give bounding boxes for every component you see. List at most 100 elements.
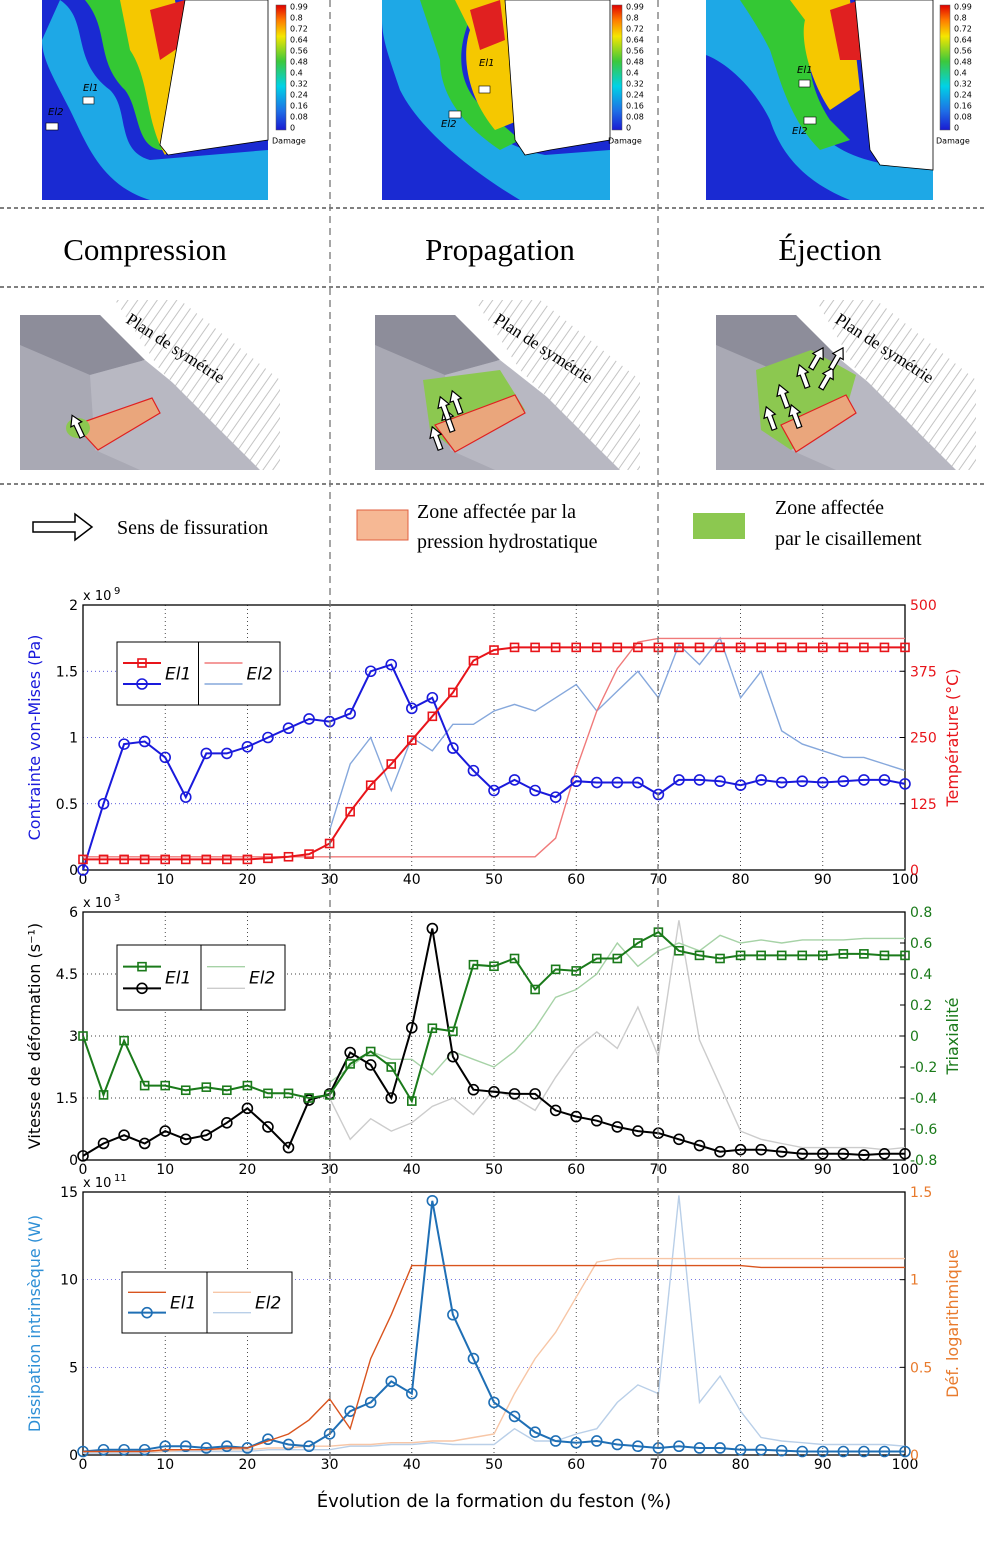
marker [200, 1442, 213, 1454]
y-tick-label: 5 [69, 1360, 78, 1376]
marker [159, 1440, 171, 1453]
marker [693, 1139, 706, 1152]
colorbar-tick-label: 0.64 [626, 36, 644, 45]
marker [735, 642, 746, 653]
y2-tick-label: -0.8 [910, 1153, 937, 1169]
marker [509, 953, 520, 964]
marker [694, 642, 705, 653]
y2-axis-label: Déf. logarithmique [943, 1249, 962, 1398]
colorbar-tick-label: 0.72 [626, 25, 644, 34]
series-line [83, 646, 905, 861]
y-tick-label: 1.5 [56, 664, 78, 680]
marker [303, 1094, 315, 1106]
marker [570, 775, 583, 788]
x-tick-label: 60 [567, 1457, 585, 1473]
series-line [82, 1200, 905, 1453]
marker [900, 950, 910, 961]
colorbar-tick-label: 0.32 [290, 80, 308, 89]
colorbar-tick-label: 0.32 [954, 80, 972, 89]
marker [344, 707, 356, 720]
marker [776, 950, 787, 961]
legend-marker [141, 1306, 153, 1319]
x-tick-label: 0 [79, 1457, 88, 1473]
y2-tick-label: 0 [910, 1448, 919, 1464]
x-tick-label: 90 [814, 1162, 832, 1178]
marker [365, 1046, 376, 1057]
marker [509, 642, 520, 653]
marker [899, 778, 911, 790]
marker [715, 642, 725, 653]
marker [385, 1092, 398, 1104]
marker [160, 1080, 170, 1091]
marker [673, 774, 685, 786]
legend-text: par le cisaillement [775, 528, 922, 550]
marker [816, 1148, 829, 1160]
marker [344, 1046, 356, 1059]
colorbar-tick-label: 0.4 [626, 69, 639, 78]
marker [756, 642, 766, 653]
chart: 010203040506070809010001.534.56-0.8-0.6-… [25, 893, 962, 1178]
marker [386, 1062, 397, 1072]
marker [899, 1445, 911, 1458]
y-tick-label: 6 [69, 905, 78, 921]
y-multiplier: x 10 [83, 896, 111, 911]
marker [611, 1121, 624, 1133]
colorbar [275, 4, 287, 131]
marker [632, 1440, 644, 1453]
marker [200, 747, 213, 760]
marker [673, 1133, 685, 1146]
marker [549, 1435, 562, 1447]
marker [97, 1443, 110, 1456]
x-tick-label: 20 [238, 1162, 256, 1178]
legend-text: pression hydrostatique [417, 531, 598, 553]
y2-tick-label: 500 [910, 598, 937, 614]
marker [427, 711, 438, 722]
marker [118, 1129, 130, 1141]
marker [222, 854, 232, 865]
sketch: Plan de symétrie [716, 300, 976, 470]
colorbar [939, 4, 951, 131]
marker [406, 1096, 417, 1106]
colorbar-tick-label: 0.64 [954, 36, 972, 45]
marker [385, 1375, 398, 1388]
marker [570, 1110, 583, 1123]
colorbar-tick-label: 0.08 [290, 113, 308, 122]
marker [899, 1148, 911, 1160]
series-line [83, 1195, 906, 1454]
marker [529, 784, 541, 797]
marker [817, 950, 828, 961]
series-line [82, 663, 906, 871]
marker [303, 1440, 315, 1453]
colorbar-tick-label: 0 [954, 124, 959, 133]
marker [364, 1396, 377, 1409]
x-tick-label: 70 [649, 1457, 667, 1473]
marker [715, 953, 725, 964]
marker [365, 780, 376, 791]
marker [858, 1149, 870, 1161]
marker [179, 1133, 192, 1146]
phase-title: Éjection [778, 232, 882, 267]
marker [858, 774, 870, 786]
marker [78, 854, 88, 865]
colorbar-tick-label: 0.08 [954, 113, 972, 122]
x-tick-label: 0 [79, 872, 88, 888]
x-tick-label: 40 [403, 1162, 421, 1178]
y-tick-label: 0 [69, 1448, 78, 1464]
y-tick-label: 2 [69, 598, 78, 614]
marker [138, 1137, 151, 1150]
x-tick-label: 0 [79, 1162, 88, 1178]
colorbar-tick-label: 0.56 [954, 47, 972, 56]
y2-tick-label: 250 [910, 731, 937, 747]
marker [282, 1141, 295, 1154]
marker [714, 1145, 726, 1158]
colorbar-tick-label: 0.16 [954, 102, 972, 111]
marker [179, 1440, 192, 1453]
marker [447, 742, 459, 754]
x-tick-label: 80 [732, 1162, 750, 1178]
marker [714, 775, 726, 788]
marker [138, 735, 151, 748]
marker [633, 938, 643, 948]
marker [734, 1143, 747, 1156]
marker [571, 966, 582, 976]
